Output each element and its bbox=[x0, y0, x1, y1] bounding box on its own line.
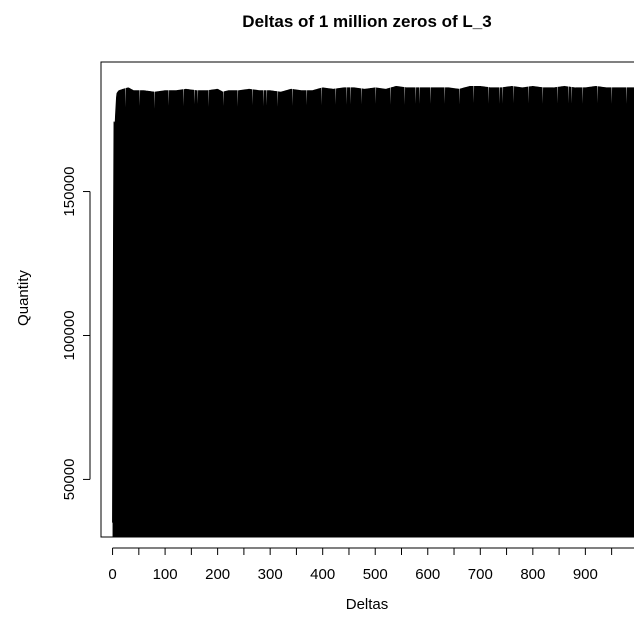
y-axis: 50000 100000 150000 bbox=[61, 167, 91, 501]
x-tick-label: 400 bbox=[310, 566, 335, 583]
x-tick-label: 900 bbox=[573, 566, 598, 583]
x-tick-label: 0 bbox=[108, 566, 116, 583]
y-axis-label: Quantity bbox=[15, 270, 32, 326]
y-tick-label: 50000 bbox=[61, 459, 78, 501]
x-tick-label: 300 bbox=[258, 566, 283, 583]
x-tick-label: 500 bbox=[363, 566, 388, 583]
x-axis: 0 100 200 300 400 500 600 700 800 900 bbox=[108, 547, 634, 583]
bar-area bbox=[112, 86, 634, 537]
bar-series bbox=[112, 86, 634, 537]
x-tick-label: 200 bbox=[205, 566, 230, 583]
upper-envelope-line bbox=[112, 85, 634, 523]
x-tick-label: 100 bbox=[153, 566, 178, 583]
x-tick-label: 700 bbox=[468, 566, 493, 583]
y-tick-label: 150000 bbox=[61, 167, 78, 217]
chart-title: Deltas of 1 million zeros of L_3 bbox=[242, 12, 491, 31]
y-tick-label: 100000 bbox=[61, 310, 78, 360]
x-axis-label: Deltas bbox=[346, 596, 389, 613]
x-tick-label: 800 bbox=[520, 566, 545, 583]
x-tick-label: 600 bbox=[415, 566, 440, 583]
